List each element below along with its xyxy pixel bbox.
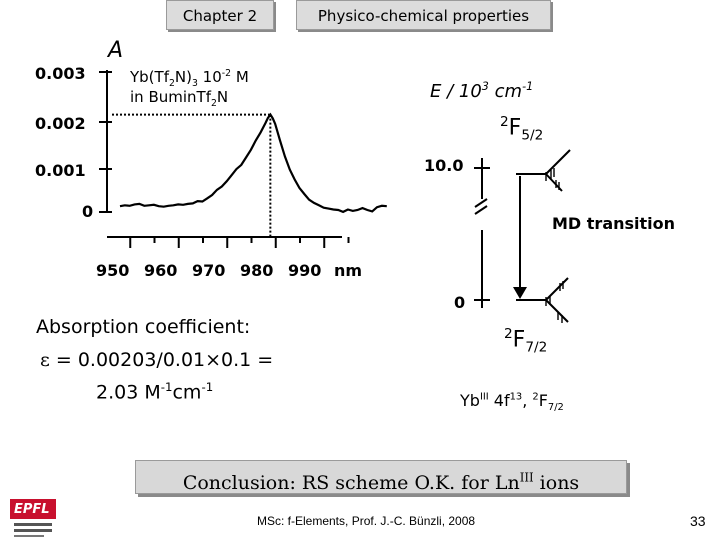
y-tick-label: 0.002 (35, 114, 86, 133)
topic-label: Physico-chemical properties (317, 7, 530, 25)
page-number: 33 (690, 513, 706, 529)
energy-axis-label: E / 103 cm-1 (430, 80, 534, 102)
spectrum-axes (99, 70, 350, 248)
energy-tick-lower: 0 (454, 293, 466, 312)
x-tick-label: 990 (288, 261, 322, 280)
chapter-box: Chapter 2 (166, 0, 274, 30)
x-tick-label: 950 (96, 261, 130, 280)
lower-state-label: 2F7/2 (504, 326, 548, 356)
conclusion-text: Conclusion: RS scheme O.K. for LnIII ion… (182, 471, 580, 495)
topic-box: Physico-chemical properties (296, 0, 551, 30)
axis-break-mark (474, 205, 488, 215)
transition-label: MD transition (552, 214, 676, 233)
panel-label: A (108, 38, 124, 63)
axis-break-mark (474, 198, 488, 208)
epfl-logo: EPFL (4, 495, 79, 539)
upper-sublevel (545, 149, 571, 175)
x-tick-label: 970 (192, 261, 226, 280)
spectrum-line (119, 112, 387, 214)
y-tick-label: 0 (82, 202, 94, 221)
x-tick-label: 960 (144, 261, 178, 280)
y-tick-label: 0.001 (35, 161, 86, 180)
absorption-line-3: 2.03 M-1cm-1 (96, 380, 214, 404)
y-tick-label: 0.003 (35, 64, 86, 83)
chapter-label: Chapter 2 (182, 7, 258, 25)
energy-tick-upper: 10.0 (424, 156, 464, 175)
peak-guides (112, 113, 272, 237)
absorption-line-2: ε = 0.00203/0.01×0.1 = (40, 349, 274, 371)
x-tick-label: 980 (240, 261, 274, 280)
transition-arrowhead (513, 287, 527, 299)
footer-credit: MSc: f-Elements, Prof. J.-C. Bünzli, 200… (257, 514, 476, 528)
sample-line-2: in BuminTf2N (130, 88, 229, 109)
sample-line-1: Yb(Tf2N)3 10-2 M (130, 68, 249, 89)
energy-level-diagram (474, 149, 571, 323)
conclusion-box: Conclusion: RS scheme O.K. for LnIII ion… (135, 460, 627, 494)
absorption-spectrum-chart (99, 70, 387, 248)
absorption-line-1: Absorption coefficient: (36, 316, 251, 338)
x-axis-unit: nm (334, 261, 363, 280)
upper-state-label: 2F5/2 (500, 114, 544, 144)
ion-configuration: YbIII 4f13, 2F7/2 (460, 391, 564, 414)
